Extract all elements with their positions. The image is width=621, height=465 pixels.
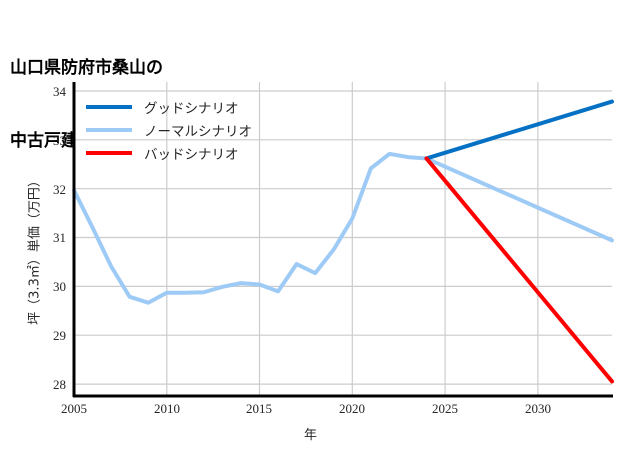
ytick-label: 32 xyxy=(53,182,66,197)
xtick-label: 2020 xyxy=(339,401,365,416)
y-axis-title: 坪（3.3㎡）単価（万円） xyxy=(27,174,43,325)
xtick-label: 2010 xyxy=(154,401,180,416)
chart-title-line-1: 山口県防府市桑山の xyxy=(10,58,163,79)
legend-label-good: グッドシナリオ xyxy=(144,100,239,117)
ytick-label: 31 xyxy=(53,230,66,245)
series-line-normal xyxy=(72,151,614,305)
ytick-label: 34 xyxy=(53,84,66,99)
axis-spines xyxy=(72,82,613,398)
ytick-label: 29 xyxy=(53,328,66,343)
x-axis-title: 年 xyxy=(303,428,317,443)
legend-swatch-bad xyxy=(86,150,132,155)
series-line-good xyxy=(424,99,614,161)
ytick-label: 33 xyxy=(53,133,66,148)
legend-label-normal: ノーマルシナリオ xyxy=(144,123,252,140)
series-line-bad xyxy=(424,156,614,384)
legend-item-good[interactable]: グッドシナリオ xyxy=(86,95,252,118)
ytick-label: 30 xyxy=(53,279,66,294)
ytick-label: 28 xyxy=(53,377,66,392)
xtick-label: 2015 xyxy=(246,401,272,416)
legend-swatch-good xyxy=(86,104,132,109)
legend-item-normal[interactable]: ノーマルシナリオ xyxy=(86,118,252,141)
chart-legend: グッドシナリオ ノーマルシナリオ バッドシナリオ xyxy=(86,95,252,164)
plot-background xyxy=(74,82,612,396)
legend-swatch-normal xyxy=(86,127,132,132)
legend-label-bad: バッドシナリオ xyxy=(144,146,239,163)
legend-item-bad[interactable]: バッドシナリオ xyxy=(86,141,252,164)
xtick-label: 2030 xyxy=(525,401,551,416)
xtick-label: 2025 xyxy=(432,401,458,416)
data-series-group xyxy=(72,99,614,384)
xtick-label: 2005 xyxy=(61,401,87,416)
